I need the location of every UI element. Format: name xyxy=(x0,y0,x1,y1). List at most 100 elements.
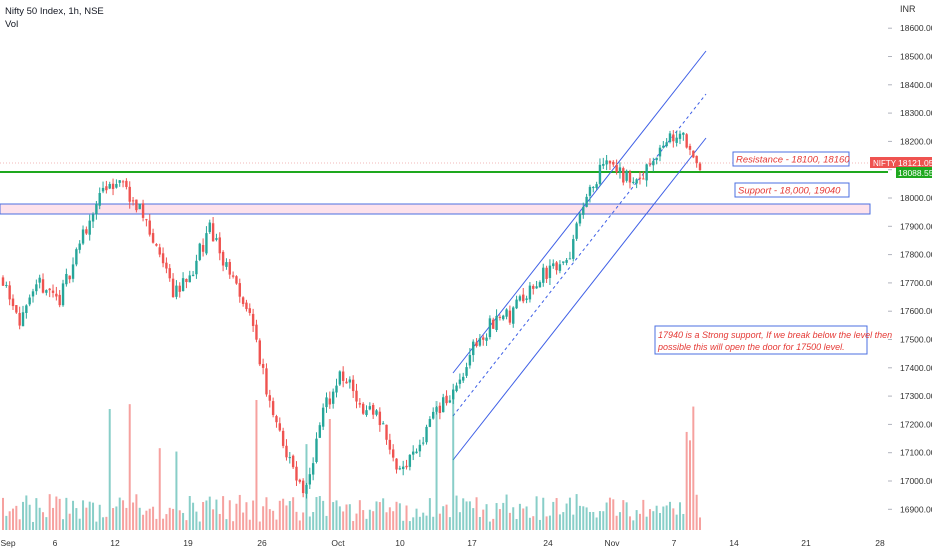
candle xyxy=(241,296,245,307)
volume-bar xyxy=(408,521,411,530)
candle xyxy=(298,478,302,484)
candle xyxy=(565,257,568,266)
volume-bar xyxy=(195,511,198,530)
volume-bar xyxy=(358,500,361,530)
candle xyxy=(25,304,28,319)
volume-bar xyxy=(18,519,21,530)
candle xyxy=(211,216,215,242)
candle xyxy=(318,422,322,439)
candle xyxy=(445,390,448,406)
candle xyxy=(692,150,695,159)
volume-bar xyxy=(198,521,201,530)
volume-bar xyxy=(365,518,368,530)
volume-bar xyxy=(335,500,338,530)
candle xyxy=(131,197,135,206)
volume-bar xyxy=(635,510,638,530)
time-axis[interactable]: Sep 6 12 19 26 Oct 10 17 24 Nov 7 14 21 28 xyxy=(0,538,885,548)
candle xyxy=(198,242,201,262)
volume-bar xyxy=(142,514,145,530)
volume-bar xyxy=(165,514,168,530)
volume-bar xyxy=(692,406,695,530)
candle xyxy=(95,200,98,220)
volume-bar xyxy=(282,498,285,530)
volume-bar xyxy=(652,511,655,530)
volume-bar xyxy=(268,509,271,530)
candle xyxy=(148,214,151,237)
volume-bar xyxy=(592,511,595,530)
candle xyxy=(381,421,385,425)
volume-bar xyxy=(105,516,108,530)
time-tick-label: 17 xyxy=(467,538,477,548)
volume-bar xyxy=(368,509,371,530)
volume-bar xyxy=(552,501,555,530)
strategy-note-annotation[interactable]: 17940 is a Strong support, If we break b… xyxy=(654,325,892,355)
candle xyxy=(258,338,261,367)
candle xyxy=(468,348,472,369)
last-price-value: 18121.05 xyxy=(898,158,932,168)
volume-bar xyxy=(612,499,615,530)
candle xyxy=(572,234,575,262)
volume-bar xyxy=(178,510,181,530)
price-tick-label: 16900.00 xyxy=(900,504,932,514)
candle xyxy=(395,458,398,474)
candle xyxy=(348,376,352,389)
candle xyxy=(438,402,442,420)
volume-bar xyxy=(328,419,331,530)
candle xyxy=(345,378,348,384)
volume-bar xyxy=(2,497,4,530)
volume-bar xyxy=(235,503,238,530)
candle xyxy=(235,275,238,285)
candle xyxy=(371,402,375,419)
candle xyxy=(682,132,685,141)
candle xyxy=(455,382,458,393)
green-line-price: 18088.55 xyxy=(898,168,932,178)
candle xyxy=(28,294,31,307)
candle xyxy=(15,304,18,314)
candle xyxy=(698,161,702,172)
volume-bar xyxy=(28,504,31,530)
candle xyxy=(161,247,165,268)
volume-bar xyxy=(48,494,51,530)
candle xyxy=(655,157,658,165)
price-tick-label: 17200.00 xyxy=(900,419,932,429)
volume-bar xyxy=(485,504,488,530)
candle xyxy=(245,299,248,312)
candle xyxy=(518,294,522,302)
volume-bar xyxy=(68,513,71,530)
price-tick-label: 18400.00 xyxy=(900,80,932,90)
support-annotation[interactable]: Support - 18,000, 19040 xyxy=(734,182,850,198)
volume-bar xyxy=(242,512,245,530)
volume-bar xyxy=(545,516,548,530)
candle xyxy=(605,154,608,171)
candle xyxy=(585,193,588,208)
candle xyxy=(201,238,205,257)
volume-bar xyxy=(95,521,98,530)
candle xyxy=(515,295,518,310)
volume-bar xyxy=(202,502,205,530)
price-tick-label: 17100.00 xyxy=(900,448,932,458)
volume-bar xyxy=(522,508,525,530)
volume-bar xyxy=(615,515,618,530)
candle xyxy=(1,275,5,287)
candle xyxy=(81,225,85,246)
chart-title: Nifty 50 Index, 1h, NSE xyxy=(5,6,104,17)
resistance-annotation[interactable]: Resistance - 18100, 18160 xyxy=(732,151,850,167)
volume-bar xyxy=(62,519,65,530)
candle xyxy=(151,228,155,244)
price-tick-label: 18300.00 xyxy=(900,108,932,118)
candle xyxy=(125,178,128,190)
volume-bar xyxy=(158,448,161,530)
candle xyxy=(385,424,388,445)
candle xyxy=(271,397,275,418)
volume-bar xyxy=(12,508,15,530)
volume-bar xyxy=(118,497,121,530)
volume-bar xyxy=(668,501,671,530)
candle xyxy=(338,370,342,386)
candle xyxy=(85,226,88,235)
time-tick-label: Sep xyxy=(0,538,15,548)
candle xyxy=(528,282,532,303)
candle xyxy=(21,305,25,327)
volume-bar xyxy=(655,505,658,530)
price-axis[interactable]: 18600.00 18500.00 18400.00 18300.00 18200.00… xyxy=(888,23,932,514)
